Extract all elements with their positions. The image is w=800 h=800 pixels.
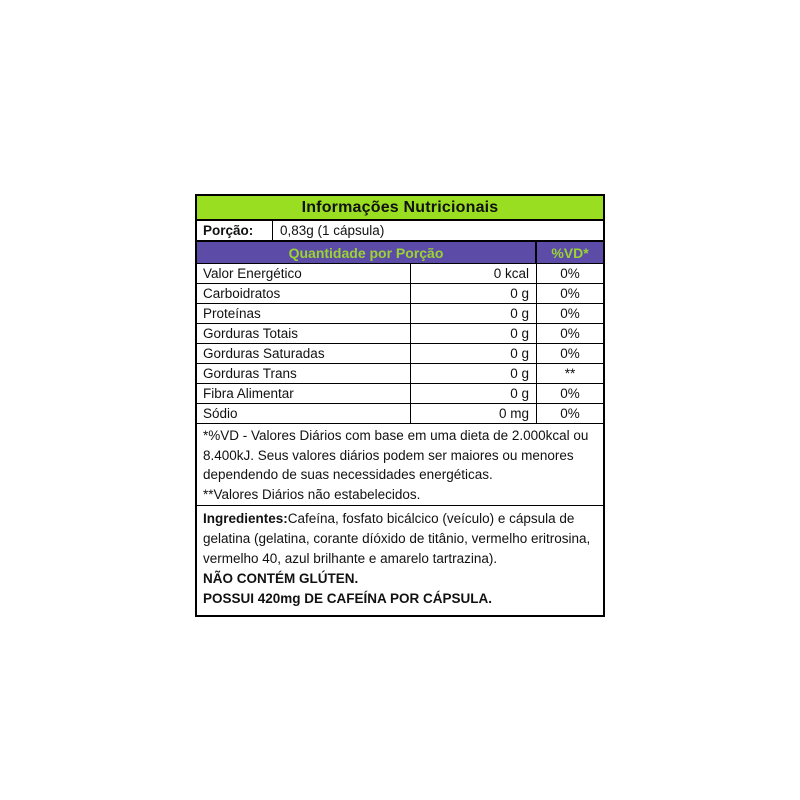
nutrient-name: Gorduras Trans [197,364,411,383]
ingredients-paragraph: Ingredientes:Cafeína, fosfato bicálcico … [203,509,597,569]
ingredients-text: Cafeína, fosfato bicálcico (veículo) e c… [203,511,591,566]
table-header-row: Quantidade por Porção %VD* [197,242,603,264]
column-header-quantity: Quantidade por Porção [197,242,537,263]
nutrient-amount: 0 g [411,324,537,343]
ingredients-label: Ingredientes: [203,511,288,526]
table-row: Carboidratos 0 g 0% [197,284,603,304]
nutrient-name: Carboidratos [197,284,411,303]
gluten-note: NÃO CONTÉM GLÚTEN. [203,571,359,586]
nutrient-dv: 0% [560,346,580,361]
nutrition-facts-table: Informações Nutricionais Porção: 0,83g (… [195,194,605,617]
dv-note: *%VD - Valores Diários com base em uma d… [203,428,589,482]
nutrient-amount: 0 g [411,364,537,383]
nutrient-dv: 0% [560,286,580,301]
nutrition-title-bar: Informações Nutricionais [197,196,603,221]
nutrient-dv: 0% [560,386,580,401]
daily-values-footnote: *%VD - Valores Diários com base em uma d… [197,424,603,506]
serving-row: Porção: 0,83g (1 cápsula) [197,221,603,242]
nutrient-amount: 0 g [411,304,537,323]
nutrient-amount: 0 g [411,344,537,363]
table-row: Gorduras Saturadas 0 g 0% [197,344,603,364]
nutrient-amount: 0 g [411,384,537,403]
table-row: Gorduras Totais 0 g 0% [197,324,603,344]
caffeine-note: POSSUI 420mg DE CAFEÍNA POR CÁPSULA. [203,591,493,606]
column-header-dv: %VD* [551,244,589,261]
not-established-note: **Valores Diários não estabelecidos. [203,486,421,502]
nutrient-dv: 0% [560,306,580,321]
table-row: Proteínas 0 g 0% [197,304,603,324]
table-row: Valor Energético 0 kcal 0% [197,264,603,284]
serving-value: 0,83g (1 cápsula) [280,223,385,238]
nutrient-amount: 0 g [411,284,537,303]
nutrient-dv: 0% [560,266,580,281]
nutrient-name: Sódio [197,404,411,423]
nutrient-name: Fibra Alimentar [197,384,411,403]
serving-label: Porção: [197,221,273,240]
nutrient-name: Gorduras Totais [197,324,411,343]
nutrient-name: Gorduras Saturadas [197,344,411,363]
nutrient-dv: ** [564,366,576,381]
nutrition-title: Informações Nutricionais [301,198,499,216]
nutrient-dv: 0% [560,406,580,421]
table-row: Sódio 0 mg 0% [197,404,603,424]
ingredients-section: Ingredientes:Cafeína, fosfato bicálcico … [197,506,603,615]
nutrient-name: Proteínas [197,304,411,323]
table-row: Fibra Alimentar 0 g 0% [197,384,603,404]
nutrient-amount: 0 kcal [411,264,537,283]
nutrient-amount: 0 mg [411,404,537,423]
table-row: Gorduras Trans 0 g ** [197,364,603,384]
nutrient-dv: 0% [560,326,580,341]
nutrient-name: Valor Energético [197,264,411,283]
